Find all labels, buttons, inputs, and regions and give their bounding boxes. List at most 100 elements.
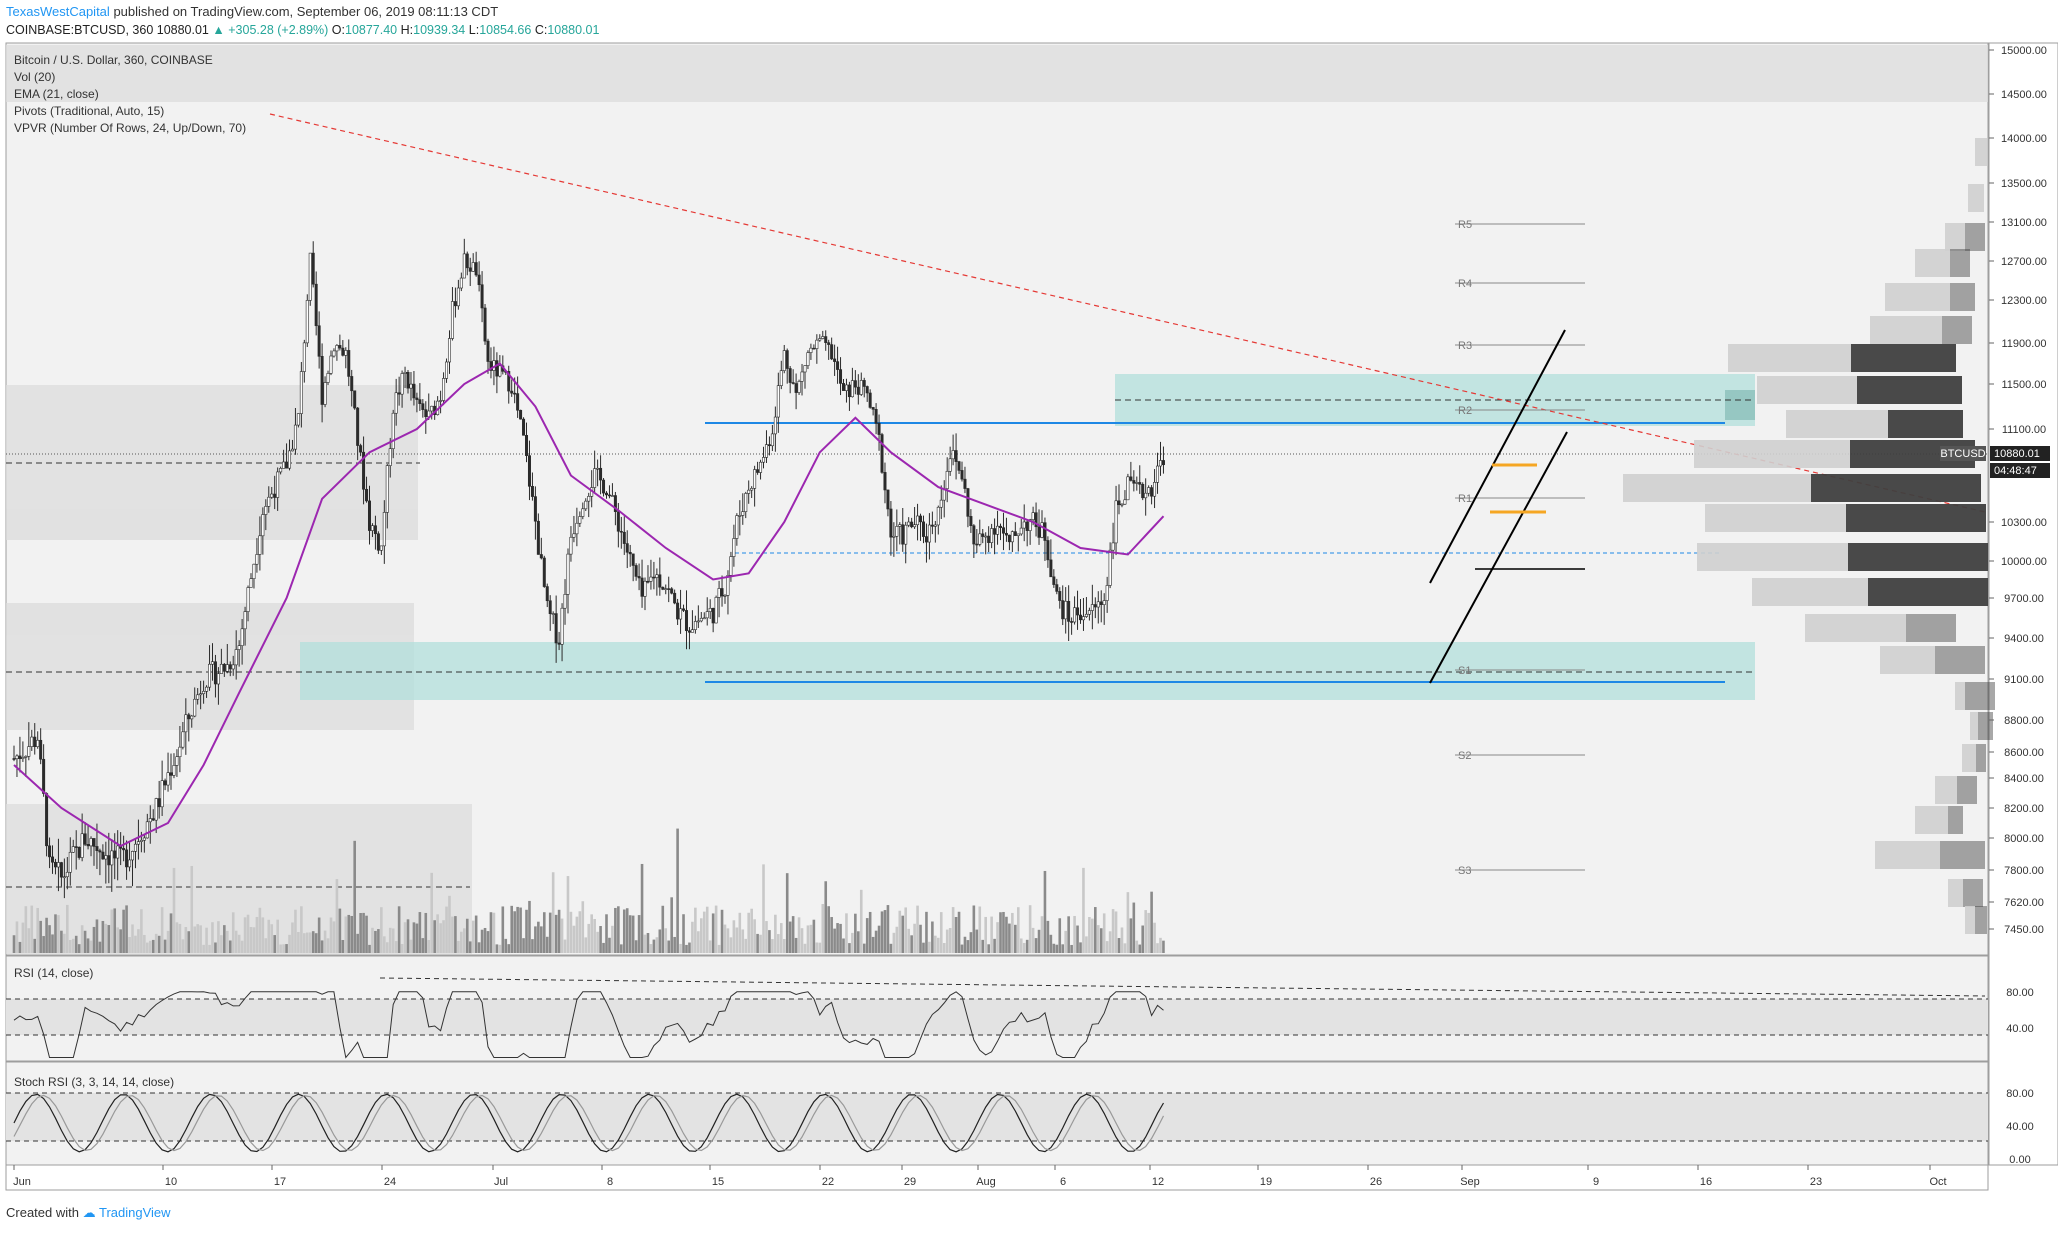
candle-body	[344, 350, 348, 356]
candle-body	[1010, 531, 1014, 543]
volume-bar	[821, 903, 825, 953]
volume-bar	[854, 913, 857, 953]
candle-body	[696, 620, 700, 623]
volume-bar	[700, 918, 703, 953]
volume-bar	[157, 935, 161, 953]
volume-bar	[768, 930, 771, 953]
candle-body	[859, 380, 863, 395]
volume-bar	[590, 914, 593, 953]
volume-bar	[1079, 942, 1082, 953]
vpvr-up-bar	[1915, 806, 1948, 834]
volume-bar	[383, 936, 386, 953]
volume-bar	[1129, 918, 1133, 953]
candle-body	[122, 848, 126, 851]
volume-bar	[791, 916, 795, 953]
volume-bar	[1064, 930, 1067, 953]
candle-body	[827, 342, 831, 345]
vpvr-up-bar	[1975, 138, 1987, 166]
candle-body	[261, 514, 265, 537]
candle-body	[356, 407, 360, 446]
candle-body	[1046, 540, 1050, 561]
volume-bar	[1046, 920, 1050, 953]
candle-body	[80, 833, 84, 858]
vpvr-down-bar	[1846, 504, 1986, 532]
change-value: +305.28 (+2.89%)	[228, 23, 329, 37]
volume-bar	[827, 906, 830, 953]
candle-body	[687, 630, 691, 633]
volume-bar	[620, 944, 623, 953]
volume-bar	[634, 940, 638, 953]
volume-bar	[1156, 943, 1159, 953]
volume-bar	[1132, 902, 1136, 953]
rsi-label: RSI (14, close)	[14, 966, 93, 980]
tradingview-brand[interactable]: TradingView	[99, 1205, 171, 1220]
candle-body	[981, 533, 985, 537]
time-axis[interactable]	[5, 1164, 1989, 1191]
candle-body	[311, 252, 315, 285]
candle-body	[1135, 482, 1139, 484]
candle-body	[308, 252, 312, 301]
volume-bar	[181, 939, 185, 953]
candle-body	[975, 543, 979, 546]
volume-bar	[380, 907, 383, 953]
volume-bar	[922, 942, 925, 953]
candle-body	[128, 859, 132, 868]
time-tick-label: 9	[1593, 1176, 1599, 1188]
volume-bar	[409, 939, 413, 953]
volume-bar	[540, 926, 543, 953]
candle-body	[447, 338, 451, 363]
volume-bar	[993, 938, 996, 953]
candle-body	[406, 371, 410, 389]
candle-body	[430, 405, 434, 412]
candle-body	[350, 376, 354, 392]
volume-bar	[311, 931, 315, 953]
volume-bar	[33, 938, 37, 953]
chart-svg[interactable]: R5 R4 R3 R2 R1 S1 S2 S3 Bitcoin / U.S. Dollar, …	[0, 0, 2058, 1200]
candle-body	[154, 798, 158, 821]
candle-body	[397, 392, 401, 395]
candle-body	[163, 780, 167, 786]
volume-bar	[1099, 928, 1103, 953]
published-text: published on TradingView.com, September …	[113, 4, 499, 19]
volume-bar	[851, 932, 854, 953]
volume-bar	[1016, 907, 1020, 953]
volume-bar	[836, 923, 839, 953]
candle-body	[643, 580, 647, 597]
candle-body	[373, 525, 377, 535]
pivot-label: R1	[1458, 493, 1472, 505]
volume-bar	[477, 942, 481, 953]
candle-body	[338, 345, 342, 349]
volume-bar	[1040, 916, 1044, 953]
candle-body	[844, 384, 848, 391]
volume-bar	[291, 922, 294, 953]
vpvr-up-bar	[1948, 879, 1963, 907]
candle-body	[551, 613, 555, 615]
candle-body	[711, 607, 715, 624]
volume-bar	[98, 941, 102, 953]
publisher-link[interactable]: TexasWestCapital	[6, 4, 110, 19]
symbol-label: COINBASE:BTCUSD, 360	[6, 23, 154, 37]
candle-body	[1070, 621, 1074, 623]
volume-bar	[1144, 910, 1147, 953]
candle-body	[483, 307, 487, 342]
volume-bar	[643, 934, 647, 953]
volume-bar	[901, 915, 905, 953]
candle-body	[856, 386, 860, 395]
close-value: 10880.01	[547, 23, 600, 37]
candle-body	[610, 495, 614, 497]
candle-body	[800, 371, 804, 382]
candle-body	[77, 847, 81, 858]
price-axis[interactable]	[1988, 42, 2058, 1166]
candle-body	[948, 458, 952, 472]
volume-bar	[332, 921, 336, 953]
volume-bar	[448, 895, 451, 953]
volume-bar	[948, 928, 952, 953]
candle-body	[208, 663, 212, 688]
candle-body	[533, 496, 537, 522]
candle-body	[151, 818, 155, 821]
candle-body	[542, 557, 546, 587]
candle-body	[693, 621, 697, 630]
candle-body	[898, 524, 902, 527]
volume-bar	[803, 943, 807, 953]
candle-body	[847, 384, 851, 398]
